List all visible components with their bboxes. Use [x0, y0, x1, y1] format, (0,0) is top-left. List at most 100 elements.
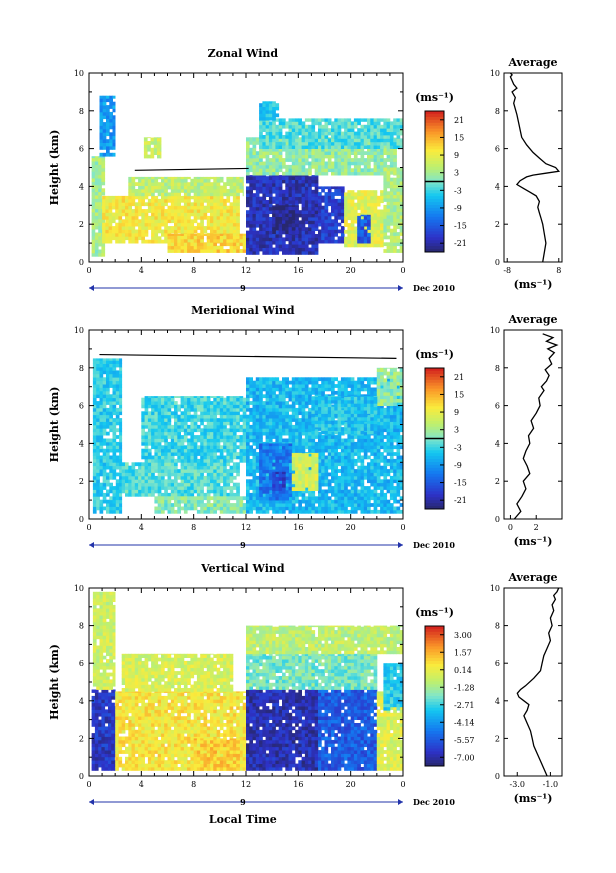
colorbar-segment	[425, 193, 444, 197]
colorbar-segment	[425, 219, 444, 224]
colorbar-segment	[425, 733, 444, 738]
colorbar-segment	[425, 470, 444, 475]
y-tick-label: 0	[79, 772, 84, 781]
heatmap-patch-3	[128, 176, 244, 197]
x-tick-label: 4	[139, 523, 144, 532]
colorbar-segment	[425, 243, 444, 247]
y-axis-label: Height (km)	[48, 644, 61, 720]
colorbar-tick-label: 21	[454, 373, 464, 382]
colorbar-segment	[425, 736, 444, 741]
colorbar-segment	[425, 423, 444, 428]
cloud-top-line	[134, 167, 249, 171]
average-y-tick-label: 0	[495, 258, 500, 267]
colorbar-segment	[425, 415, 444, 419]
colorbar-segment	[425, 397, 444, 401]
colorbar-segment	[425, 690, 444, 694]
x-axis-label: Local Time	[209, 813, 277, 826]
heatmap-patch-0	[91, 156, 106, 257]
colorbar-segment	[425, 432, 444, 436]
colorbar-segment	[425, 175, 444, 179]
colorbar-segment	[425, 237, 444, 241]
heatmap-patch-9	[383, 663, 404, 711]
colorbar-segment	[425, 441, 444, 445]
colorbar-segment	[425, 388, 444, 392]
y-tick-label: 2	[79, 477, 84, 486]
colorbar: 3.00 1.57 0.14 -1.28 -2.71 -4.14 -5.57 -7.00	[424, 625, 475, 767]
colorbar-segment	[425, 225, 444, 229]
colorbar: 21 15 9 3 -3 -9 -15 -21	[424, 110, 467, 253]
average-y-tick-label: 6	[495, 659, 500, 668]
colorbar-segment	[425, 187, 444, 191]
colorbar-tick-label: 3	[454, 169, 459, 178]
heatmap-cells	[91, 95, 404, 257]
average-y-tick-label: 4	[495, 182, 500, 191]
average-y-tick-label: 2	[495, 220, 500, 229]
colorbar-segment	[425, 643, 444, 647]
colorbar-segment	[425, 675, 444, 679]
colorbar-segment	[425, 704, 444, 709]
colorbar-segment	[425, 435, 444, 439]
colorbar-segment	[425, 400, 444, 404]
average-x-tick-label: 0	[508, 523, 513, 532]
colorbar-segment	[425, 462, 444, 466]
x-tick-label: 4	[139, 780, 144, 789]
colorbar-segment	[425, 710, 444, 714]
heatmap-patch-10	[318, 186, 345, 244]
heatmap-patch-7	[246, 625, 404, 655]
colorbar-segment	[425, 760, 444, 764]
colorbar-segment	[425, 240, 444, 244]
colorbar-segment	[425, 476, 444, 481]
colorbar-segment	[425, 728, 444, 732]
colorbar-segment	[425, 748, 444, 752]
colorbar-tick-label: -15	[454, 479, 467, 488]
x-tick-label: 8	[191, 523, 196, 532]
average-profile-line	[516, 587, 560, 777]
colorbar-segment	[425, 152, 444, 156]
colorbar-segment	[425, 368, 444, 372]
colorbar-segment	[425, 429, 444, 434]
colorbar-segment	[425, 464, 444, 469]
colorbar-segment	[425, 125, 444, 130]
heatmap-patch-7	[272, 205, 299, 234]
colorbar-segment	[425, 707, 444, 712]
colorbar: 21 15 9 3 -3 -9 -15 -21	[424, 367, 467, 510]
colorbar-segment	[425, 725, 444, 729]
colorbar-segment	[425, 503, 444, 507]
colorbar-segment	[425, 196, 444, 200]
x-tick-label: 0	[400, 780, 405, 789]
colorbar-segment	[425, 140, 444, 144]
heatmap-patch-13	[383, 167, 404, 253]
colorbar-tick-label: -15	[454, 222, 467, 231]
colorbar-segment	[425, 420, 444, 425]
colorbar-segment	[425, 698, 444, 703]
date-axis-arrow-left	[89, 799, 94, 805]
colorbar-tick-label: -7.00	[454, 753, 475, 762]
date-axis-arrow-left	[89, 542, 94, 548]
average-profile: Average 0 2 4 6 8 10 0 2 (ms⁻¹)	[490, 313, 563, 548]
colorbar-segment	[425, 684, 444, 688]
x-tick-label: 0	[86, 523, 91, 532]
date-axis-arrow-right	[398, 285, 403, 291]
colorbar-segment	[425, 500, 444, 504]
colorbar-segment	[425, 137, 444, 141]
x-tick-label: 0	[86, 780, 91, 789]
average-x-label: (ms⁻¹)	[514, 792, 553, 805]
x-tick-label: 12	[241, 266, 251, 275]
average-y-tick-label: 2	[495, 477, 500, 486]
x-tick-label: 0	[400, 523, 405, 532]
colorbar-segment	[425, 491, 444, 495]
date-day-label: 9	[240, 540, 246, 550]
colorbar-tick-label: -21	[454, 239, 467, 248]
heatmap-patch-3	[154, 496, 247, 514]
panel-title: Meridional Wind	[191, 304, 295, 317]
average-y-tick-label: 10	[490, 584, 500, 593]
y-tick-label: 8	[79, 364, 84, 373]
colorbar-segment	[425, 716, 444, 720]
colorbar-tick-label: -9	[454, 461, 462, 470]
colorbar-tick-label: -1.28	[454, 683, 475, 692]
colorbar-segment	[425, 134, 444, 138]
colorbar-tick-label: -3	[454, 186, 462, 195]
colorbar-segment	[425, 696, 444, 700]
average-title: Average	[507, 56, 557, 69]
colorbar-tick-label: 9	[454, 408, 459, 417]
